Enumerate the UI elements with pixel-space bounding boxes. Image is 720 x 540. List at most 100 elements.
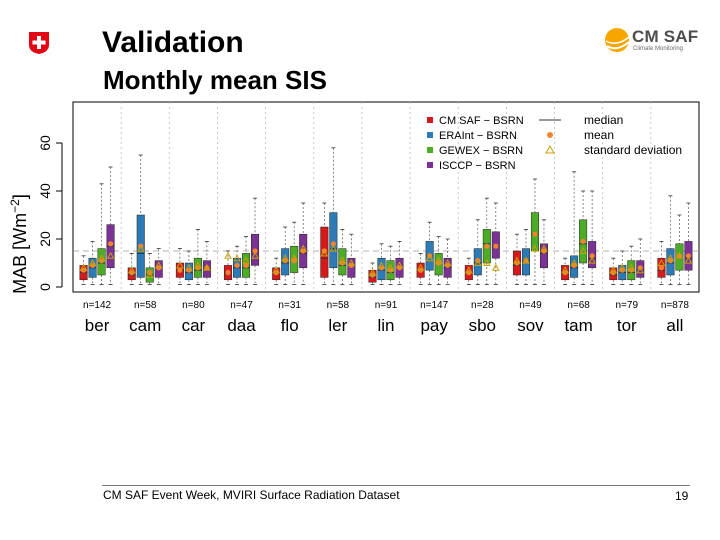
- sd-marker: [618, 263, 627, 271]
- sample-count: n=31: [278, 300, 301, 311]
- x-label-lin: lin: [377, 316, 394, 335]
- sd-marker: [666, 254, 675, 262]
- sd-marker: [513, 256, 521, 264]
- chart-area: 0 20 40 60 MAB [Wm−2] n=142 n=58 n=80 n=47 n=31…: [0, 96, 720, 340]
- x-label-pay: pay: [420, 316, 448, 335]
- x-label-sbo: sbo: [469, 316, 496, 335]
- mean-marker: [177, 267, 183, 273]
- sd-marker: [675, 251, 684, 259]
- sd-marker: [194, 261, 202, 269]
- sample-count: n=80: [182, 300, 205, 311]
- sd-marker: [290, 254, 299, 262]
- sample-counts: n=142 n=58 n=80 n=47 n=31 n=58 n=91 n=147 n=28 n=…: [83, 300, 689, 311]
- legend-mean-symbol: [547, 132, 553, 138]
- sd-marker: [320, 249, 329, 257]
- sd-marker: [531, 244, 539, 252]
- sd-marker: [522, 256, 530, 264]
- mean-marker: [234, 262, 240, 268]
- legend-series-label: ISCCP − BSRN: [439, 160, 516, 172]
- sd-marker: [251, 251, 259, 259]
- sd-marker: [657, 258, 666, 266]
- sample-count: n=49: [519, 300, 542, 311]
- sd-marker: [636, 266, 645, 274]
- sd-marker: [684, 256, 693, 264]
- footer-text: CM SAF Event Week, MVIRI Surface Radiati…: [103, 488, 400, 502]
- sd-marker: [88, 258, 97, 266]
- mean-marker: [252, 248, 258, 254]
- y-tick-label: 0: [37, 283, 53, 291]
- slide-title: Validation: [102, 26, 244, 59]
- group-separators: [120, 102, 652, 292]
- legend-marker-label: mean: [584, 128, 614, 142]
- box-sov: [539, 243, 548, 269]
- logo-subtext: Climate Monitoring: [633, 46, 684, 52]
- swiss-flag-icon: [29, 32, 49, 54]
- sd-marker: [482, 258, 491, 266]
- sd-marker: [443, 258, 452, 266]
- x-label-cam: cam: [129, 316, 161, 335]
- sd-marker: [203, 263, 211, 271]
- sd-marker: [299, 244, 308, 252]
- sd-marker: [106, 251, 115, 259]
- sample-count: n=28: [471, 300, 494, 311]
- boxplot-chart: 0 20 40 60 MAB [Wm−2] n=142 n=58 n=80 n=47 n=31…: [8, 101, 700, 335]
- sd-marker: [473, 258, 482, 266]
- sample-count: n=58: [134, 300, 157, 311]
- sample-count: n=142: [83, 300, 112, 311]
- sd-marker: [127, 266, 136, 274]
- sample-count: n=58: [327, 300, 350, 311]
- sd-marker: [416, 263, 425, 271]
- legend-series-label: GEWEX − BSRN: [439, 145, 523, 157]
- sd-marker: [464, 266, 473, 274]
- sd-marker: [425, 254, 434, 262]
- sd-marker: [491, 263, 500, 271]
- sd-marker: [540, 244, 548, 252]
- mean-marker: [493, 243, 499, 249]
- x-label-flo: flo: [281, 316, 299, 335]
- x-label-car: car: [182, 316, 206, 335]
- sd-marker: [329, 244, 338, 252]
- sd-marker: [272, 266, 281, 274]
- sd-marker: [233, 254, 241, 262]
- sd-marker: [377, 261, 386, 269]
- legend-swatch: [427, 132, 433, 138]
- sd-marker: [79, 263, 88, 271]
- x-label-ber: ber: [85, 316, 110, 335]
- sample-count: n=47: [230, 300, 253, 311]
- x-label-tam: tam: [564, 316, 592, 335]
- mean-marker: [225, 270, 231, 276]
- sample-count: n=91: [375, 300, 398, 311]
- legend-series-label: ERAInt − BSRN: [439, 130, 517, 142]
- sd-marker: [609, 266, 618, 274]
- sd-marker: [627, 263, 636, 271]
- y-tick-label: 40: [37, 183, 53, 199]
- page-number: 19: [675, 489, 689, 503]
- cm-saf-logo: [605, 28, 630, 52]
- sd-marker: [224, 251, 232, 259]
- sd-marker: [347, 258, 356, 266]
- mean-marker: [243, 262, 249, 268]
- box-ler: [329, 212, 338, 269]
- sd-marker: [97, 254, 106, 262]
- footer-divider: [102, 485, 690, 486]
- x-label-ler: ler: [328, 316, 347, 335]
- mean-marker: [658, 265, 665, 271]
- legend-marker-label: median: [584, 113, 623, 127]
- slide-subtitle: Monthly mean SIS: [103, 65, 327, 95]
- sd-marker: [145, 270, 154, 278]
- sd-marker: [176, 261, 184, 269]
- sample-count: n=68: [567, 300, 590, 311]
- legend-swatch: [427, 147, 433, 153]
- mean-marker: [484, 243, 490, 249]
- x-label-tor: tor: [617, 316, 637, 335]
- mean-marker: [330, 241, 336, 247]
- x-label-sov: sov: [517, 316, 544, 335]
- legend: CM SAF − BSRN ERAInt − BSRN GEWEX − BSRN IS…: [427, 113, 682, 172]
- sd-marker: [588, 256, 596, 264]
- sd-marker: [154, 261, 163, 269]
- mean-marker: [107, 241, 114, 247]
- legend-series-label: CM SAF − BSRN: [439, 115, 524, 127]
- x-label-all: all: [666, 316, 683, 335]
- sd-marker: [386, 263, 395, 271]
- mean-marker: [532, 231, 538, 237]
